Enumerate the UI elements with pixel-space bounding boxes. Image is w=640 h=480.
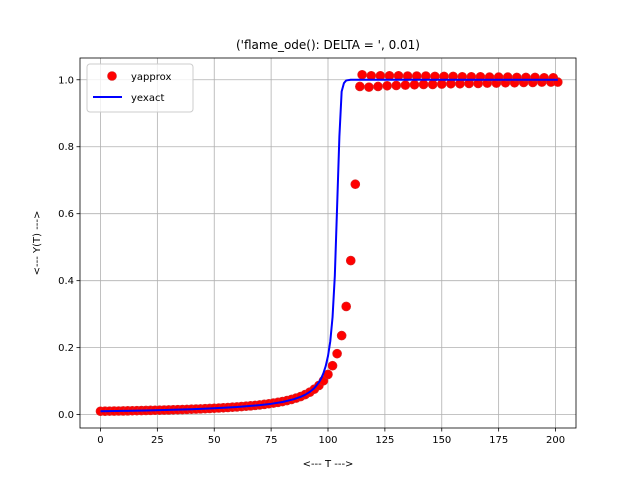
y-axis-ticks: 0.0 0.2 0.4 0.6 0.8 1.0 — [58, 75, 80, 421]
data-point-yapprox — [327, 360, 338, 371]
data-point-yapprox — [332, 348, 342, 359]
legend-label-yexact: yexact — [131, 93, 164, 104]
data-point-yapprox — [382, 80, 392, 91]
legend-label-yapprox: yapprox — [131, 72, 171, 83]
data-point-yapprox — [345, 255, 356, 266]
grid-vertical — [100, 58, 556, 428]
x-axis-label: <--- T ---> — [303, 459, 354, 470]
legend-marker-yapprox — [107, 71, 117, 81]
data-point-yapprox — [355, 81, 365, 92]
y-axis-label: <--- Y(T) ---> — [32, 211, 43, 276]
y-tick-label: 1.0 — [58, 75, 74, 86]
data-point-yapprox — [357, 69, 367, 80]
y-tick-label: 0.6 — [58, 209, 74, 220]
data-point-yapprox — [373, 81, 383, 92]
series-layer — [95, 69, 563, 417]
data-point-yapprox — [364, 82, 374, 92]
x-tick-label: 200 — [546, 435, 565, 446]
y-tick-label: 0.2 — [58, 343, 74, 354]
y-tick-label: 0.8 — [58, 142, 74, 153]
data-point-yapprox — [400, 80, 411, 90]
x-tick-label: 100 — [318, 435, 337, 446]
data-point-yapprox — [409, 79, 420, 90]
x-tick-label: 125 — [375, 435, 394, 446]
x-axis-ticks: 0 25 50 75 100 125 150 175 200 — [97, 428, 565, 446]
y-tick-label: 0.4 — [58, 276, 74, 287]
data-point-yapprox — [427, 79, 438, 90]
x-tick-label: 25 — [151, 435, 164, 446]
x-tick-label: 0 — [97, 435, 103, 446]
series-line-yexact — [100, 78, 558, 413]
x-tick-label: 50 — [208, 435, 221, 446]
legend: yapprox yexact — [86, 63, 194, 113]
y-tick-label: 0.0 — [58, 410, 74, 421]
data-point-yapprox — [418, 79, 429, 90]
data-point-yapprox — [341, 301, 352, 312]
data-point-yapprox — [336, 330, 347, 341]
x-tick-label: 75 — [265, 435, 278, 446]
x-tick-label: 175 — [489, 435, 508, 446]
x-tick-label: 150 — [432, 435, 451, 446]
data-point-yapprox — [350, 179, 361, 190]
data-point-yapprox — [391, 80, 402, 91]
chart-title: ('flame_ode(): DELTA = ', 0.01) — [236, 38, 420, 52]
